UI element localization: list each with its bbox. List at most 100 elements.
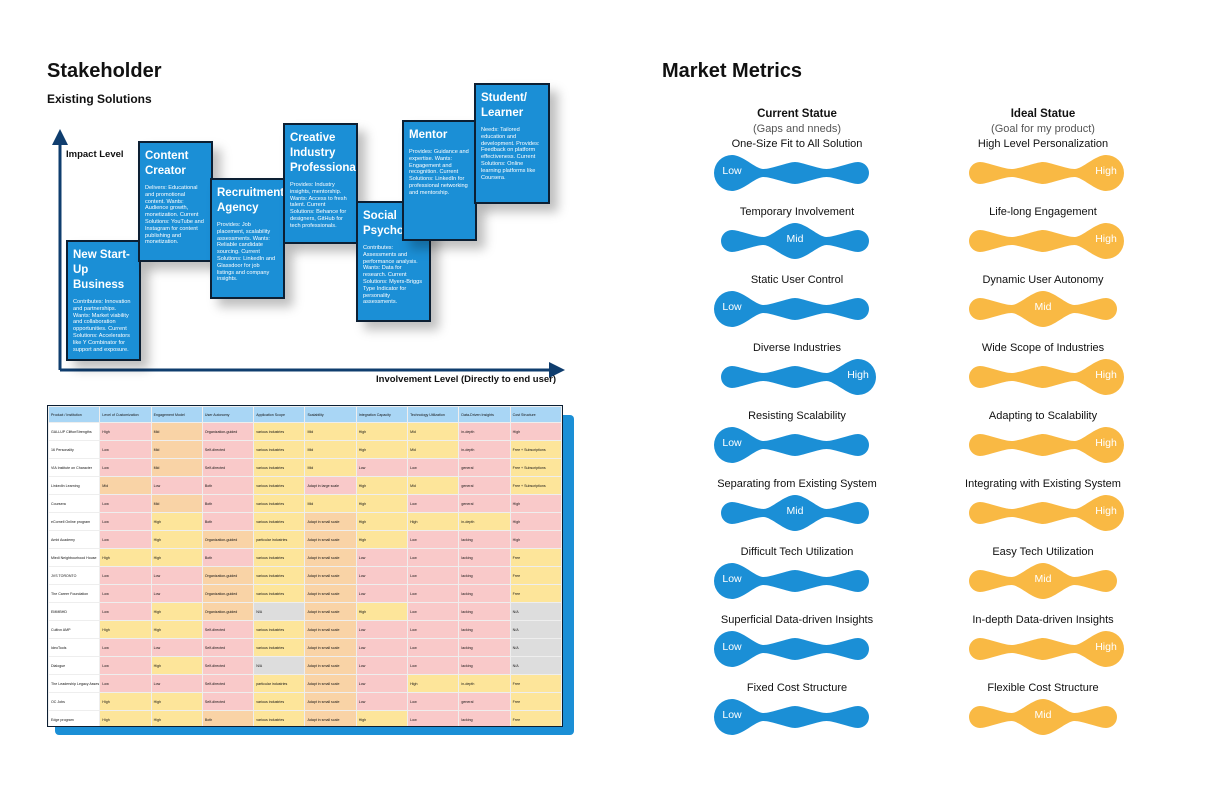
table-cell: general [458, 494, 511, 513]
table-cell: Low [355, 620, 409, 639]
table-cell: general [458, 458, 511, 477]
current-metric-label: One-Size Fit to All Solution [731, 138, 863, 150]
table-cell: in-depth [458, 674, 511, 693]
table-cell: Low [407, 458, 460, 477]
table-cell: Low [407, 710, 460, 726]
table-row: Edge program High High Both various industri… [48, 710, 562, 726]
table-header-cell: Cost Structure [509, 406, 562, 423]
current-level-text: Low [722, 437, 742, 449]
card-title: New Start-Up Business [73, 249, 130, 291]
ideal-level-text: High [1095, 165, 1117, 177]
table-cell: Dialogue [48, 656, 101, 675]
table-cell: particular industries [253, 530, 306, 549]
table-cell: Low [99, 638, 152, 657]
table-header-cell: Scalability [304, 406, 357, 423]
table-cell: EMMBHD [48, 602, 101, 621]
table-cell: Low [407, 638, 460, 657]
ideal-metric-label: Easy Tech Utilization [992, 546, 1094, 558]
table-cell: in-depth [458, 440, 511, 459]
table-row: VIA Institute on Character Low Mid Self-dir… [48, 458, 562, 477]
current-level-indicator: Low [712, 153, 882, 193]
table-cell: Mid [304, 440, 357, 459]
table-cell: VIA Institute on Character [48, 458, 101, 477]
table-cell: High [99, 422, 152, 441]
stakeholder-card-startup: New Start-Up Business Contributes: Innov… [66, 240, 141, 361]
ideal-level-text: High [1095, 641, 1117, 653]
table-cell: Free [509, 692, 562, 711]
table-cell: Free + Subscriptions [509, 476, 562, 495]
table-cell: Low [407, 494, 460, 513]
table-row: The Career Foundation Low Low Organization-… [48, 584, 562, 603]
ideal-level-indicator: High [960, 493, 1130, 533]
stakeholder-card-recruitment: Recruitment Agency Provides: Job placeme… [210, 178, 285, 299]
ideal-level-text: High [1095, 369, 1117, 381]
current-level-shape [714, 155, 869, 191]
stakeholder-subtitle: Existing Solutions [47, 92, 152, 106]
current-level-indicator: Low [712, 629, 882, 669]
ideal-level-shape [969, 631, 1124, 667]
table-cell: lacking [458, 584, 511, 603]
card-title: Creative Industry Professional [290, 132, 358, 174]
table-cell: Low [407, 656, 460, 675]
table-cell: N/A [509, 602, 562, 621]
table-cell: Adapt in small scale [304, 512, 357, 531]
table-cell: Organization-guided [201, 584, 255, 603]
table-cell: Organization-guided [201, 566, 255, 585]
table-row: IdeoTools Low Low Self-directed various indu… [48, 638, 562, 657]
table-cell: 16 Personality [48, 440, 101, 459]
table-cell: lacking [458, 710, 511, 726]
ideal-metric-label: Adapting to Scalability [988, 410, 1098, 422]
ideal-level-indicator: Mid [960, 289, 1130, 329]
current-level-text: Low [722, 641, 742, 653]
table-cell: High [150, 656, 203, 675]
table-header-cell: Data-Driven Insights [458, 406, 511, 423]
level-blob [969, 631, 1124, 667]
table-cell: Low [99, 656, 152, 675]
table-cell: LinkedIn Learning [48, 476, 101, 495]
table-cell: Low [407, 548, 460, 567]
table-cell: Low [407, 566, 460, 585]
table-cell: Mid [150, 458, 203, 477]
table-row: 16 Personality Low Mid Self-directed various… [48, 440, 562, 459]
table-cell: High [355, 530, 409, 549]
ideal-level-shape [969, 563, 1117, 599]
table-cell: Cultivn AMP [48, 620, 101, 639]
table-header-cell: Integration Capacity [355, 406, 409, 423]
table-cell: general [458, 692, 511, 711]
table-row: eCornell Online program Low High Both variou… [48, 512, 562, 531]
table-cell: lacking [458, 638, 511, 657]
table-cell: Mid [304, 422, 357, 441]
table-cell: High [509, 494, 562, 513]
table-cell: High [407, 512, 460, 531]
current-level-shape [721, 359, 876, 395]
table-cell: High [407, 674, 460, 693]
table-cell: various industries [253, 692, 306, 711]
table-cell: High [355, 710, 409, 726]
current-metric-label: Difficult Tech Utilization [740, 546, 854, 558]
table-cell: Low [150, 638, 203, 657]
level-blob [721, 223, 869, 259]
current-metric-label: Separating from Existing System [717, 478, 877, 490]
ideal-metric-label: Integrating with Existing System [965, 478, 1121, 490]
table-cell: Adapt in small scale [304, 530, 357, 549]
current-level-text: Low [722, 301, 742, 313]
table-cell: lacking [458, 620, 511, 639]
table-cell: Low [355, 674, 409, 693]
table-cell: eCornell Online program [48, 512, 101, 531]
ideal-metric-label: Flexible Cost Structure [987, 682, 1099, 694]
ideal-level-shape [969, 699, 1117, 735]
table-cell: Mid [407, 476, 460, 495]
current-level-text: Low [722, 709, 742, 721]
x-axis-label: Involvement Level (Directly to end user) [376, 374, 557, 385]
current-level-indicator: Low [712, 425, 882, 465]
table-row: Dialogue Low High Self-directed N/A Adapt in … [48, 656, 562, 675]
table-header-cell: Application Scope [253, 406, 306, 423]
ideal-level-shape [969, 359, 1124, 395]
table-cell: Self-directed [201, 620, 255, 639]
current-level-text: Low [722, 165, 742, 177]
table-cell: High [355, 476, 409, 495]
stakeholder-title: Stakeholder [47, 60, 162, 82]
table-cell: Both [201, 494, 255, 513]
table-cell: Low [99, 458, 152, 477]
table-cell: lacking [458, 566, 511, 585]
